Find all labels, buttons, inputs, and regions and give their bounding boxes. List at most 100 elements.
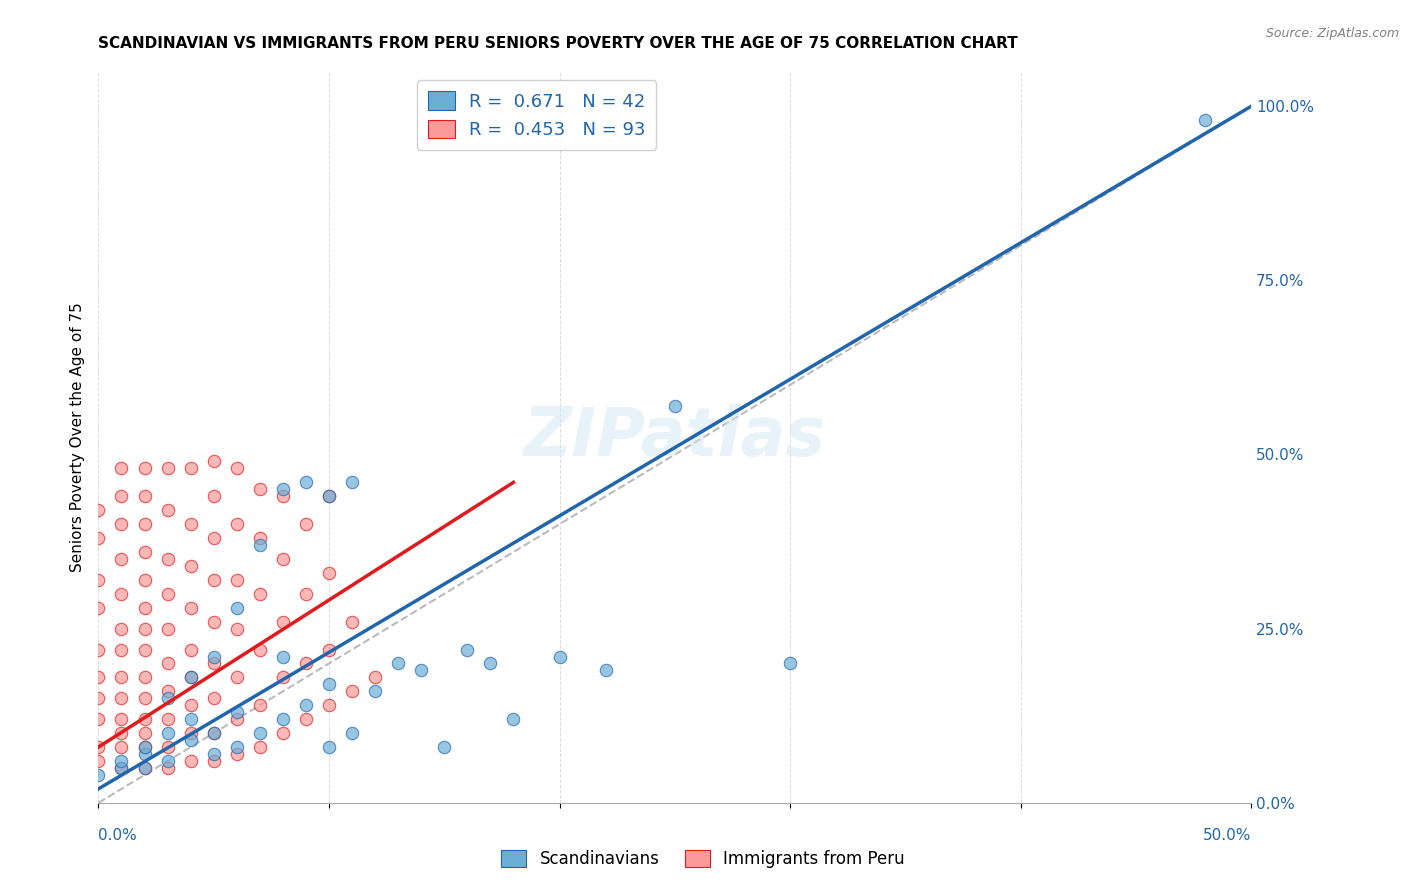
Point bbox=[225, 740, 247, 755]
Point bbox=[110, 622, 132, 636]
Point bbox=[180, 754, 202, 768]
Point bbox=[387, 657, 409, 671]
Point bbox=[87, 531, 110, 545]
Text: SCANDINAVIAN VS IMMIGRANTS FROM PERU SENIORS POVERTY OVER THE AGE OF 75 CORRELAT: SCANDINAVIAN VS IMMIGRANTS FROM PERU SEN… bbox=[98, 36, 1018, 51]
Point bbox=[110, 726, 132, 740]
Point bbox=[156, 622, 179, 636]
Point bbox=[364, 670, 387, 684]
Point bbox=[295, 475, 318, 490]
Point bbox=[87, 768, 110, 782]
Point bbox=[202, 649, 225, 664]
Point bbox=[110, 517, 132, 532]
Point bbox=[180, 461, 202, 475]
Legend: R =  0.671   N = 42, R =  0.453   N = 93: R = 0.671 N = 42, R = 0.453 N = 93 bbox=[416, 80, 657, 150]
Point bbox=[249, 740, 271, 755]
Text: ZIPatlas: ZIPatlas bbox=[524, 404, 825, 470]
Point bbox=[134, 670, 156, 684]
Text: Source: ZipAtlas.com: Source: ZipAtlas.com bbox=[1265, 27, 1399, 40]
Point bbox=[180, 600, 202, 615]
Point bbox=[249, 483, 271, 497]
Point bbox=[271, 670, 294, 684]
Point bbox=[87, 712, 110, 726]
Point bbox=[271, 552, 294, 566]
Point bbox=[202, 754, 225, 768]
Point bbox=[340, 615, 363, 629]
Point bbox=[225, 747, 247, 761]
Point bbox=[180, 670, 202, 684]
Point bbox=[156, 726, 179, 740]
Point bbox=[134, 642, 156, 657]
Point bbox=[156, 754, 179, 768]
Point bbox=[180, 642, 202, 657]
Point bbox=[202, 454, 225, 468]
Point bbox=[134, 712, 156, 726]
Point bbox=[110, 761, 132, 775]
Point bbox=[87, 573, 110, 587]
Point bbox=[156, 657, 179, 671]
Point bbox=[295, 657, 318, 671]
Point bbox=[134, 747, 156, 761]
Point bbox=[156, 712, 179, 726]
Point bbox=[225, 622, 247, 636]
Point bbox=[180, 726, 202, 740]
Point bbox=[271, 615, 294, 629]
Point bbox=[87, 642, 110, 657]
Point bbox=[271, 489, 294, 503]
Point bbox=[134, 726, 156, 740]
Point bbox=[318, 698, 340, 713]
Point bbox=[110, 691, 132, 706]
Point bbox=[225, 600, 247, 615]
Point bbox=[202, 615, 225, 629]
Point bbox=[156, 761, 179, 775]
Point bbox=[318, 566, 340, 580]
Point bbox=[134, 761, 156, 775]
Text: 50.0%: 50.0% bbox=[1204, 828, 1251, 843]
Point bbox=[110, 552, 132, 566]
Point bbox=[456, 642, 478, 657]
Point bbox=[87, 503, 110, 517]
Point bbox=[110, 740, 132, 755]
Point bbox=[225, 461, 247, 475]
Point bbox=[295, 698, 318, 713]
Point bbox=[180, 558, 202, 573]
Point bbox=[225, 712, 247, 726]
Point bbox=[134, 461, 156, 475]
Point bbox=[318, 642, 340, 657]
Point bbox=[249, 531, 271, 545]
Point bbox=[156, 691, 179, 706]
Point bbox=[87, 740, 110, 755]
Point bbox=[340, 726, 363, 740]
Point bbox=[502, 712, 524, 726]
Point bbox=[110, 754, 132, 768]
Point bbox=[87, 691, 110, 706]
Point bbox=[134, 573, 156, 587]
Point bbox=[479, 657, 502, 671]
Point bbox=[134, 740, 156, 755]
Point bbox=[134, 517, 156, 532]
Point bbox=[295, 712, 318, 726]
Point bbox=[87, 754, 110, 768]
Point bbox=[411, 664, 433, 678]
Point bbox=[225, 517, 247, 532]
Point bbox=[110, 461, 132, 475]
Point bbox=[779, 657, 801, 671]
Point bbox=[271, 726, 294, 740]
Point bbox=[202, 573, 225, 587]
Point bbox=[340, 684, 363, 698]
Point bbox=[110, 489, 132, 503]
Point bbox=[202, 489, 225, 503]
Point bbox=[202, 726, 225, 740]
Point bbox=[156, 503, 179, 517]
Point bbox=[295, 517, 318, 532]
Point bbox=[225, 670, 247, 684]
Point bbox=[433, 740, 456, 755]
Point bbox=[664, 399, 686, 413]
Point bbox=[110, 642, 132, 657]
Point bbox=[249, 726, 271, 740]
Point bbox=[180, 670, 202, 684]
Point bbox=[318, 677, 340, 691]
Point bbox=[271, 649, 294, 664]
Point bbox=[180, 698, 202, 713]
Point bbox=[87, 670, 110, 684]
Point bbox=[202, 691, 225, 706]
